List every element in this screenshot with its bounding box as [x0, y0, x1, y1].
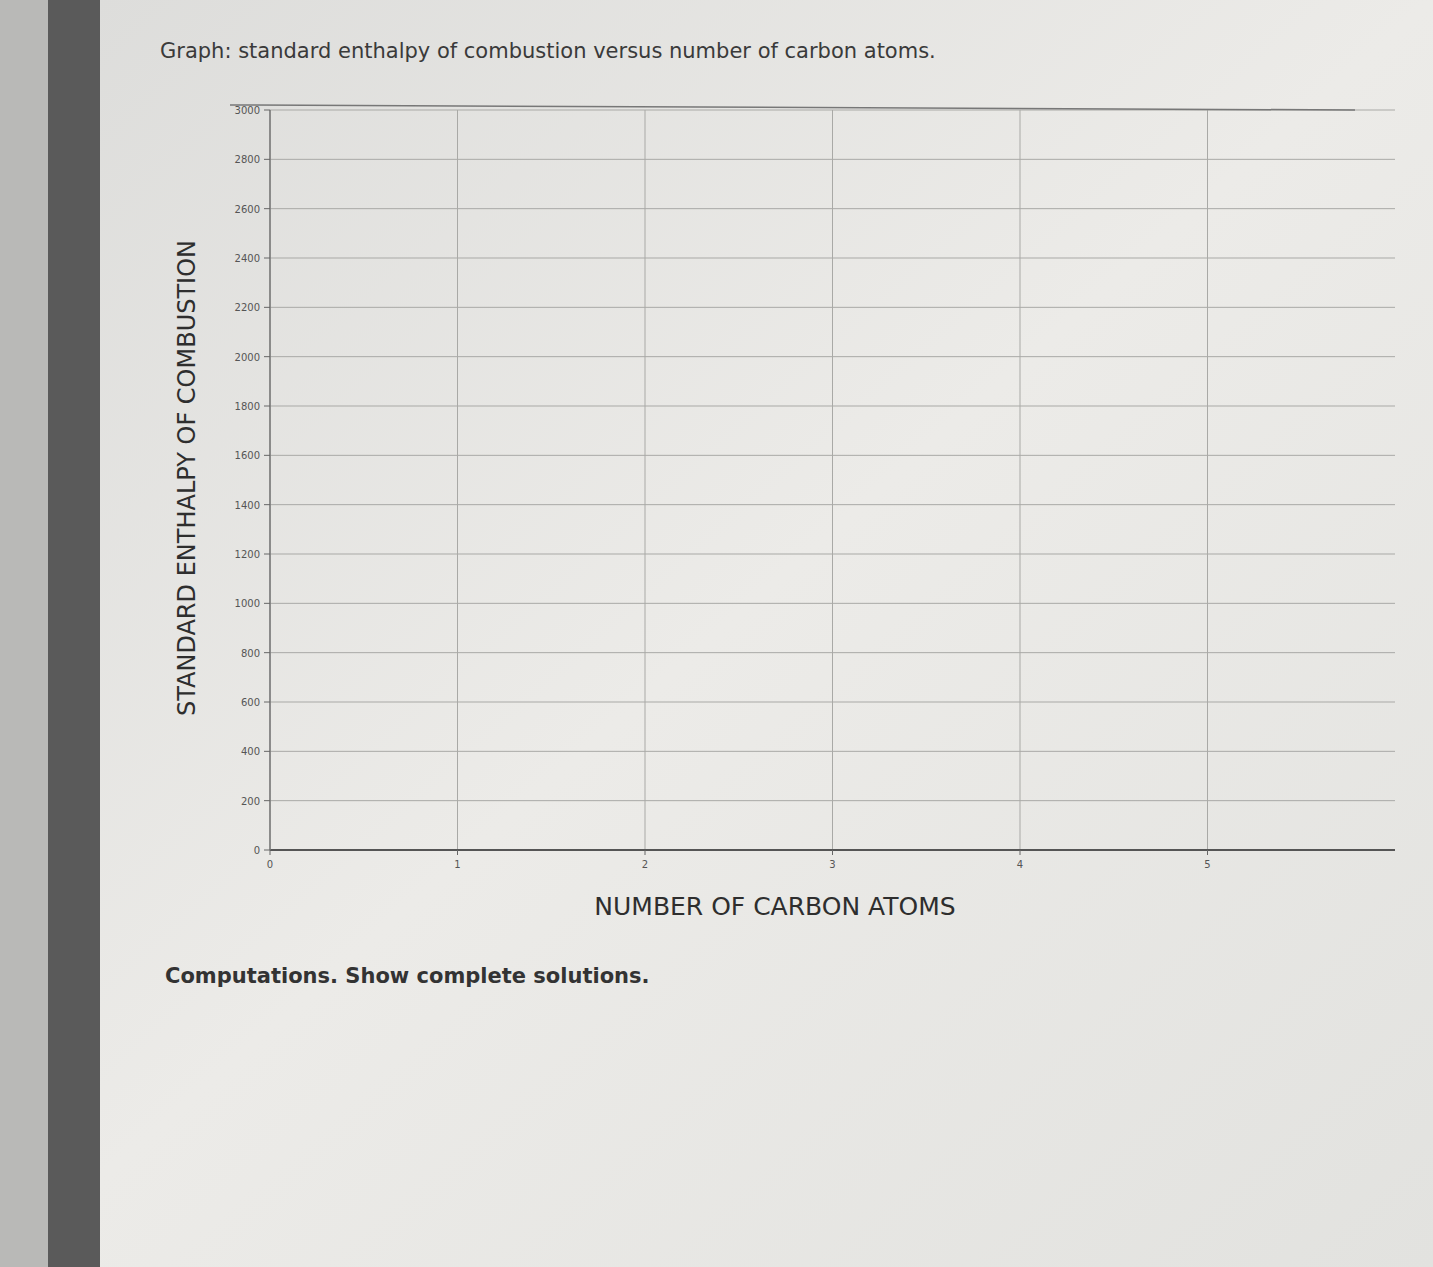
- y-tick: [264, 110, 270, 111]
- y-tick-label: 800: [241, 648, 260, 659]
- annotation: Computations. Show complete solutions.: [165, 964, 650, 988]
- x-grid-line: [1020, 110, 1021, 850]
- top-frame: [230, 105, 1355, 110]
- title: Graph: standard enthalpy of combustion v…: [160, 39, 936, 63]
- y-tick: [264, 159, 270, 160]
- x-tick: [832, 850, 833, 855]
- paper: [0, 0, 1433, 1267]
- y-tick-label: 1400: [235, 500, 260, 511]
- y-tick-label: 0: [254, 845, 260, 856]
- x-grid-line: [270, 110, 271, 850]
- y-tick: [264, 307, 270, 308]
- page-edge: [0, 0, 48, 1267]
- y-axis-label: STANDARD ENTHALPY OF COMBUSTION: [173, 240, 201, 716]
- x-tick-label: 2: [642, 859, 648, 870]
- y-tick: [264, 751, 270, 752]
- page: Graph: standard enthalpy of combustion v…: [0, 0, 1433, 1267]
- y-tick-label: 400: [241, 746, 260, 757]
- y-tick: [264, 554, 270, 555]
- y-tick: [264, 455, 270, 456]
- x-tick-label: 4: [1017, 859, 1023, 870]
- x-tick: [1207, 850, 1208, 855]
- y-tick: [264, 504, 270, 505]
- y-tick-label: 2800: [235, 154, 260, 165]
- y-tick-label: 1600: [235, 450, 260, 461]
- y-tick: [264, 652, 270, 653]
- y-tick-label: 2400: [235, 253, 260, 264]
- y-tick: [264, 356, 270, 357]
- y-axis: [269, 110, 271, 850]
- y-tick: [264, 258, 270, 259]
- x-axis-label: NUMBER OF CARBON ATOMS: [594, 892, 955, 921]
- y-tick-label: 600: [241, 697, 260, 708]
- y-tick-label: 2600: [235, 204, 260, 215]
- x-grid-line: [645, 110, 646, 850]
- y-tick-label: 2000: [235, 352, 260, 363]
- y-tick: [264, 702, 270, 703]
- x-grid-line: [832, 110, 833, 850]
- x-tick-label: 5: [1204, 859, 1210, 870]
- x-grid-line: [1207, 110, 1208, 850]
- x-tick-label: 1: [454, 859, 460, 870]
- y-tick-label: 200: [241, 796, 260, 807]
- x-grid-line: [457, 110, 458, 850]
- y-tick: [264, 850, 270, 851]
- x-tick-label: 3: [829, 859, 835, 870]
- canvas: Graph: standard enthalpy of combustion v…: [0, 0, 1433, 1267]
- x-tick-label: 0: [267, 859, 273, 870]
- y-tick: [264, 208, 270, 209]
- x-tick: [1020, 850, 1021, 855]
- y-tick-label: 3000: [235, 105, 260, 116]
- x-tick: [457, 850, 458, 855]
- binding: [48, 0, 100, 1267]
- y-tick-label: 1800: [235, 401, 260, 412]
- y-tick-label: 1000: [235, 598, 260, 609]
- y-tick: [264, 406, 270, 407]
- y-tick-label: 1200: [235, 549, 260, 560]
- y-tick: [264, 800, 270, 801]
- y-tick-label: 2200: [235, 302, 260, 313]
- y-tick: [264, 603, 270, 604]
- x-tick: [645, 850, 646, 855]
- grid: [270, 110, 1395, 850]
- x-tick: [270, 850, 271, 855]
